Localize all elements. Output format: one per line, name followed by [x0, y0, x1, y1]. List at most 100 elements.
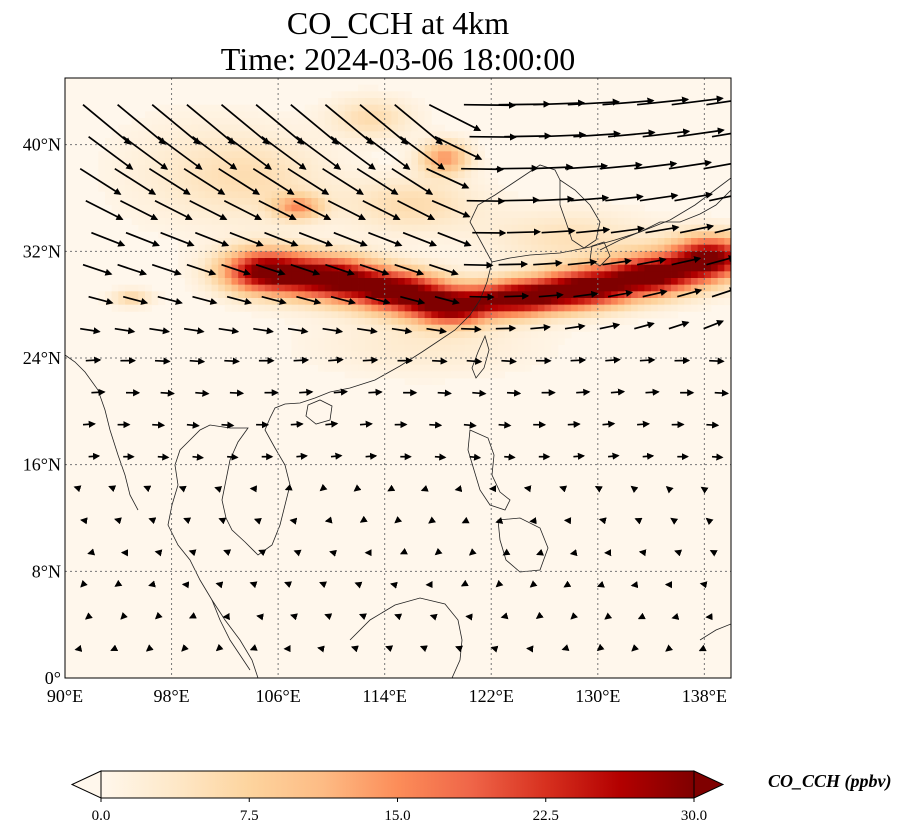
field-cell	[284, 271, 292, 279]
field-cell	[464, 331, 472, 339]
field-cell	[298, 318, 306, 326]
field-cell	[531, 198, 539, 206]
field-cell	[211, 264, 219, 272]
field-cell	[324, 271, 332, 279]
field-cell	[497, 278, 505, 286]
field-cell	[391, 331, 399, 339]
field-cell	[398, 191, 406, 199]
field-cell	[404, 178, 412, 186]
field-cell	[358, 338, 366, 346]
field-cell	[184, 138, 192, 146]
field-cell	[464, 131, 472, 139]
field-cell	[391, 358, 399, 366]
field-cell	[378, 324, 386, 332]
field-cell	[524, 324, 532, 332]
wind-arrow	[122, 295, 149, 305]
wind-arrow	[148, 580, 156, 588]
field-cell	[384, 251, 392, 259]
field-cell	[378, 264, 386, 272]
field-cell	[637, 251, 645, 259]
field-cell	[231, 251, 239, 259]
field-cell	[258, 291, 266, 299]
field-cell	[564, 291, 572, 299]
field-cell	[318, 131, 326, 139]
field-cell	[591, 278, 599, 286]
field-cell	[344, 91, 352, 99]
field-cell	[398, 318, 406, 326]
field-cell	[304, 111, 312, 119]
field-cell	[344, 278, 352, 286]
field-cell	[484, 231, 492, 239]
field-cell	[444, 224, 452, 232]
field-cell	[338, 211, 346, 219]
field-cell	[517, 231, 525, 239]
field-cell	[511, 351, 519, 359]
field-cell	[524, 278, 532, 286]
field-cell	[444, 211, 452, 219]
field-cell	[224, 231, 232, 239]
field-cell	[404, 298, 412, 306]
wind-arrow	[634, 517, 643, 525]
field-cell	[497, 251, 505, 259]
field-cell	[437, 204, 446, 212]
wind-arrow	[330, 452, 343, 460]
field-cell	[364, 311, 372, 319]
field-cell	[531, 338, 539, 346]
field-cell	[331, 251, 339, 259]
field-cell	[544, 244, 552, 252]
field-cell	[271, 258, 279, 266]
wind-arrow	[218, 327, 240, 335]
field-cell	[171, 204, 179, 212]
field-cell	[278, 178, 286, 186]
field-cell	[284, 224, 292, 232]
field-cell	[411, 238, 419, 246]
field-cell	[517, 218, 525, 226]
field-cell	[278, 244, 286, 252]
field-cell	[244, 218, 252, 226]
field-cell	[444, 171, 452, 179]
field-cell	[724, 271, 731, 279]
field-cell	[331, 98, 339, 106]
field-cell	[564, 331, 572, 339]
field-cell	[711, 278, 719, 286]
field-cell	[451, 358, 459, 366]
field-cell	[411, 291, 419, 299]
field-cell	[364, 324, 372, 332]
field-cell	[684, 251, 692, 259]
field-cell	[271, 144, 279, 152]
field-cell	[437, 311, 446, 319]
field-cell	[437, 351, 446, 359]
field-cell	[491, 291, 499, 299]
wind-arrow	[249, 581, 258, 589]
field-cell	[351, 118, 359, 126]
field-cell	[204, 124, 212, 132]
field-cell	[184, 231, 192, 239]
wind-arrow	[284, 483, 293, 491]
field-cell	[318, 218, 326, 226]
field-cell	[371, 198, 379, 206]
field-cell	[398, 91, 406, 99]
wind-arrow	[699, 581, 708, 589]
field-cell	[597, 231, 605, 239]
field-cell	[584, 271, 592, 279]
field-cell	[451, 258, 459, 266]
field-cell	[338, 198, 346, 206]
wind-arrow	[290, 420, 304, 428]
lon-tick-label: 90°E	[47, 686, 83, 706]
map-panel	[64, 77, 732, 679]
field-cell	[524, 244, 532, 252]
wind-arrow	[296, 452, 308, 460]
wind-arrow	[391, 327, 413, 335]
field-cell	[124, 211, 132, 219]
field-cell	[358, 144, 366, 152]
field-cell	[504, 258, 512, 266]
field-cell	[111, 178, 119, 186]
field-cell	[198, 158, 206, 166]
field-cell	[437, 271, 446, 279]
field-cell	[431, 311, 439, 319]
wind-arrow	[289, 517, 298, 525]
field-cell	[644, 231, 652, 239]
field-cell	[437, 124, 446, 132]
field-cell	[224, 178, 232, 186]
field-cell	[437, 291, 446, 299]
